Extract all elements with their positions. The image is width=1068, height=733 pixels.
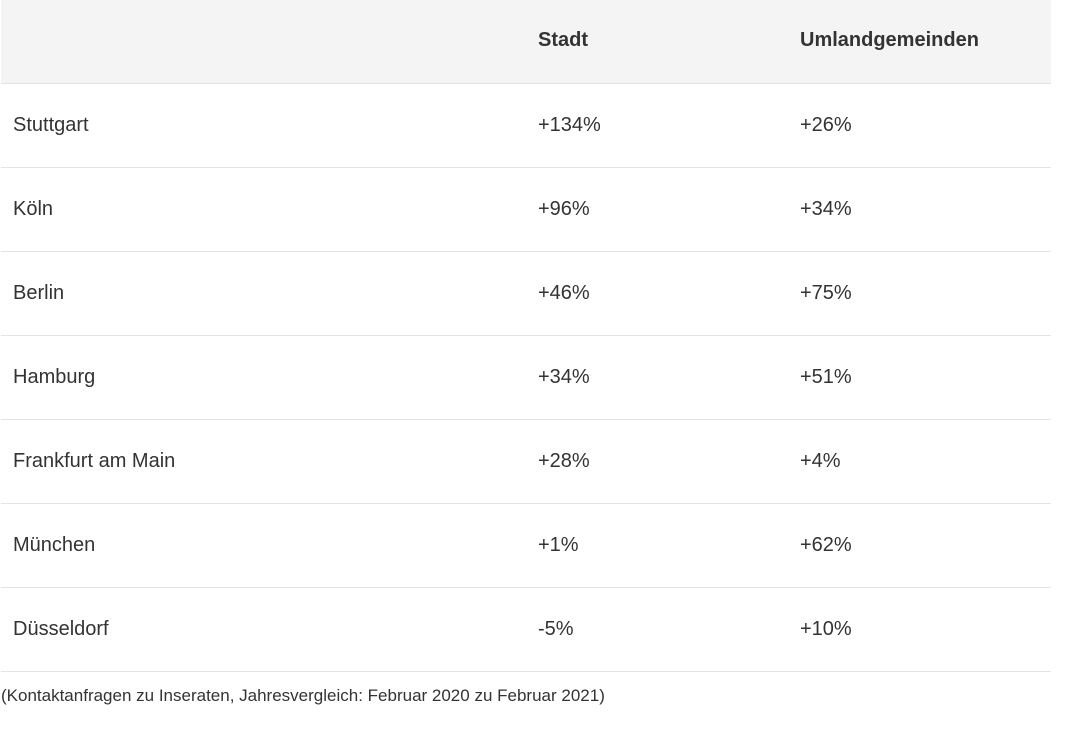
city-name: Stuttgart [13,114,89,136]
table-row: Frankfurt am Main +28% +4% [1,420,1051,504]
stadt-value: +1% [538,534,579,556]
header-umland: Umlandgemeinden [800,29,979,51]
city-name: Frankfurt am Main [13,450,176,472]
table-row: Berlin +46% +75% [1,252,1051,336]
city-name: Hamburg [13,366,96,388]
umland-value: +26% [800,114,852,136]
table-header-row: Stadt Umlandgemeinden [1,0,1051,84]
stadt-value: +134% [538,114,601,136]
comparison-table: Stadt Umlandgemeinden Stuttgart +134% +2… [1,0,1051,672]
table-footnote: (Kontaktanfragen zu Inseraten, Jahresver… [1,686,605,705]
table-row: Stuttgart +134% +26% [1,84,1051,168]
stadt-value: -5% [538,618,574,640]
umland-value: +62% [800,534,852,556]
stadt-value: +96% [538,198,590,220]
stadt-value: +34% [538,366,590,388]
table-row: Köln +96% +34% [1,168,1051,252]
stadt-value: +46% [538,282,590,304]
table-row: Hamburg +34% +51% [1,336,1051,420]
city-name: Düsseldorf [13,618,109,640]
table-row: Düsseldorf -5% +10% [1,588,1051,672]
city-name: Köln [13,198,54,220]
umland-value: +10% [800,618,852,640]
umland-value: +75% [800,282,852,304]
city-name: Berlin [13,282,65,304]
city-name: München [13,534,96,556]
stadt-value: +28% [538,450,590,472]
table-row: München +1% +62% [1,504,1051,588]
umland-value: +4% [800,450,841,472]
header-stadt: Stadt [538,29,588,51]
umland-value: +51% [800,366,852,388]
umland-value: +34% [800,198,852,220]
